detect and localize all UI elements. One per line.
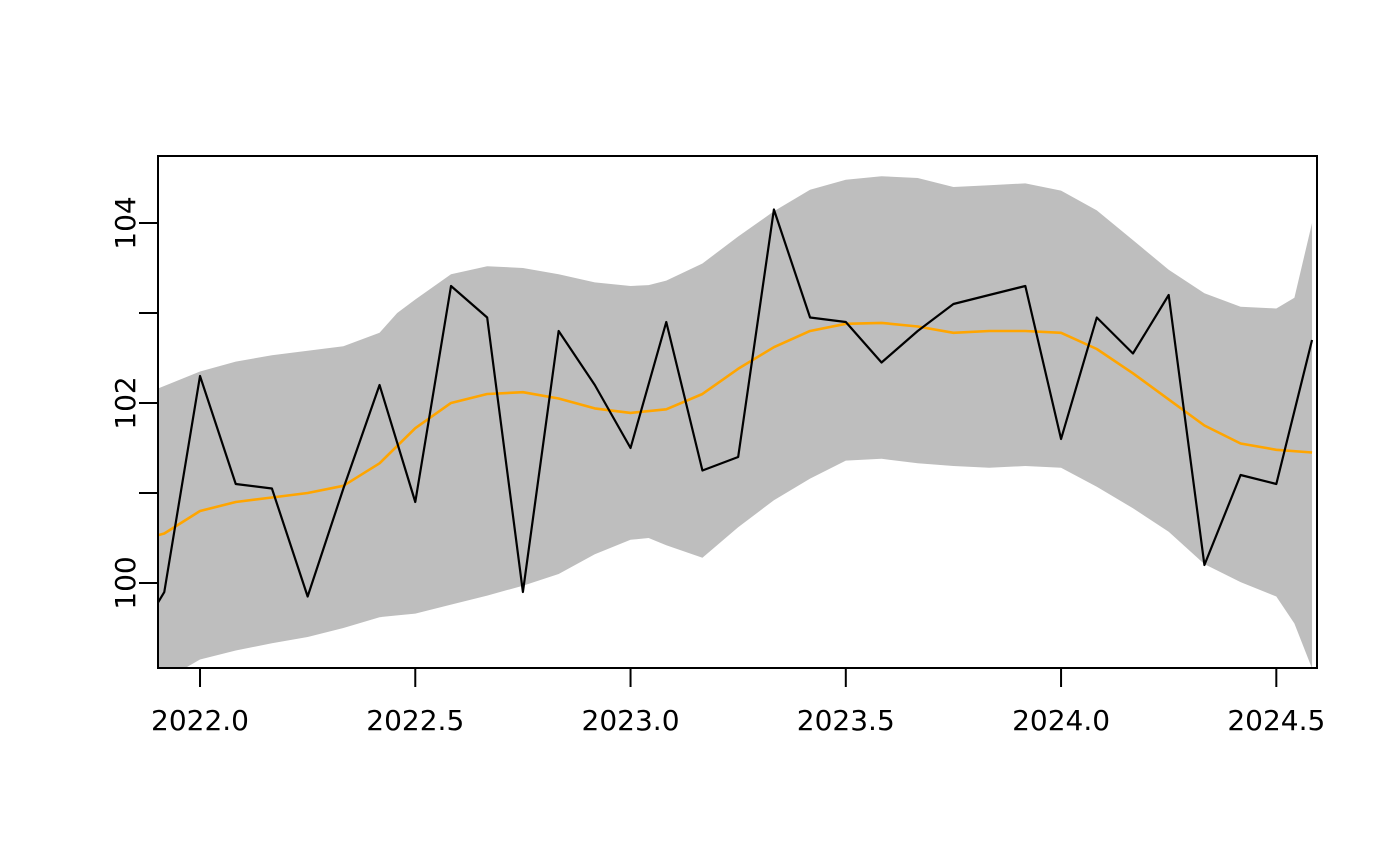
plot-frame (157, 155, 1318, 669)
x-axis-tick-label: 2022.5 (366, 704, 464, 737)
x-axis-tick-label: 2022.0 (151, 704, 249, 737)
y-axis-tick-label: 104 (109, 196, 142, 249)
x-axis: 2022.0 2022.5 2023.0 2023.5 2024.0 2024.5 (151, 668, 1325, 737)
confidence-band (158, 176, 1313, 668)
plot-area (158, 176, 1314, 668)
observed-series-line (158, 208, 1314, 604)
x-axis-tick-label: 2023.0 (582, 704, 680, 737)
y-axis: 100 102 104 (109, 196, 158, 610)
x-axis-tick-label: 2024.5 (1227, 704, 1325, 737)
y-axis-tick-label: 102 (109, 376, 142, 429)
y-axis-tick-label: 100 (109, 556, 142, 609)
x-axis-tick-label: 2024.0 (1012, 704, 1110, 737)
x-axis-tick-label: 2023.5 (797, 704, 895, 737)
trend-series-line (158, 321, 1313, 537)
